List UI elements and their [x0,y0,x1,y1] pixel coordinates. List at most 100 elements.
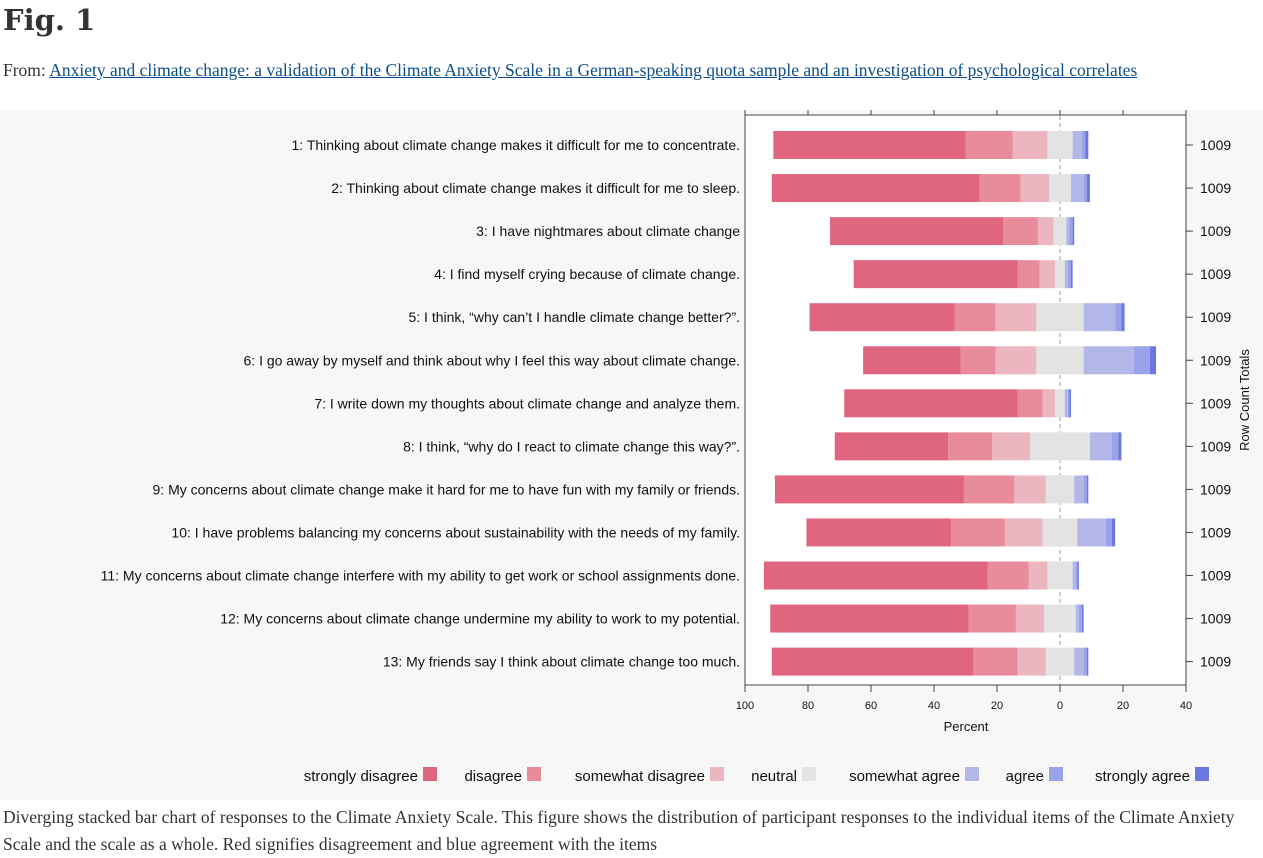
bar-strongly-agree-item-10 [1111,518,1116,547]
item-label-5: 5: I think, “why can’t I handle climate … [408,309,740,325]
bar-strongly-disagree-item-13 [771,647,974,676]
bar-neutral-item-13 [1045,647,1075,676]
bar-strongly-disagree-item-3 [830,217,1004,246]
item-label-12: 12: My concerns about climate change und… [220,611,740,627]
row-total-13: 1009 [1200,654,1231,670]
bar-somewhat-agree-item-4 [1064,260,1068,289]
legend-swatch-agree [1049,767,1063,781]
item-label-3: 3: I have nightmares about climate chang… [476,223,740,239]
bar-agree-item-12 [1078,604,1083,633]
item-label-13: 13: My friends say I think about climate… [383,654,740,670]
bar-somewhat-agree-item-3 [1066,217,1070,246]
bar-disagree-item-5 [954,303,996,332]
figure-title: Fig. 1 [3,3,96,37]
bar-neutral-item-12 [1044,604,1076,633]
bar-somewhat-agree-item-7 [1064,389,1068,418]
bar-strongly-agree-item-4 [1071,260,1073,289]
bar-strongly-agree-item-11 [1077,561,1079,590]
bar-strongly-agree-item-8 [1118,432,1122,461]
x-axis-label: Percent [944,719,989,734]
bar-neutral-item-2 [1048,174,1072,203]
legend-swatch-strongly-agree [1195,767,1209,781]
bar-strongly-agree-item-12 [1082,604,1084,633]
bar-agree-item-10 [1105,518,1112,547]
from-prefix: From: [3,60,50,80]
legend-label-disagree: disagree [464,768,522,785]
legend-label-somewhat-agree: somewhat agree [849,768,960,785]
bar-neutral-item-9 [1045,475,1075,504]
bar-somewhat-disagree-item-3 [1037,217,1054,246]
bar-somewhat-disagree-item-7 [1042,389,1056,418]
bar-somewhat-disagree-item-12 [1015,604,1045,633]
chart-area: 1: Thinking about climate change makes i… [0,110,1263,800]
row-total-1: 1009 [1200,137,1231,153]
bar-neutral-item-11 [1047,561,1073,590]
bar-strongly-agree-item-7 [1069,389,1072,418]
bar-agree-item-13 [1083,647,1087,676]
bar-strongly-agree-item-13 [1086,647,1089,676]
bar-disagree-item-7 [1017,389,1043,418]
item-label-9: 9: My concerns about climate change make… [153,481,740,497]
bar-agree-item-8 [1111,432,1119,461]
bar-somewhat-disagree-item-13 [1017,647,1046,676]
bar-disagree-item-12 [968,604,1016,633]
bar-disagree-item-3 [1003,217,1038,246]
legend-swatch-somewhat-agree [965,767,979,781]
x-axis: 100 80 60 40 20 0 20 40 [736,110,1192,712]
item-labels: 1: Thinking about climate change makes i… [101,137,741,670]
bar-strongly-disagree-item-6 [863,346,961,375]
bar-somewhat-disagree-item-5 [995,303,1037,332]
bar-agree-item-11 [1075,561,1078,590]
item-label-7: 7: I write down my thoughts about climat… [314,395,740,411]
bar-somewhat-disagree-item-9 [1014,475,1046,504]
row-totals: 1009 1009 1009 1009 1009 1009 1009 1009 1009 1009… [1186,137,1231,670]
legend-label-somewhat-disagree: somewhat disagree [575,768,705,785]
bar-somewhat-agree-item-12 [1075,604,1079,633]
bar-somewhat-agree-item-10 [1077,518,1106,547]
row-total-6: 1009 [1200,352,1231,368]
bar-somewhat-agree-item-9 [1074,475,1084,504]
bar-disagree-item-8 [948,432,993,461]
bar-strongly-disagree-item-1 [773,131,966,159]
article-link[interactable]: Anxiety and climate change: a validation… [49,60,1138,80]
legend-swatch-somewhat-disagree [710,767,724,781]
bar-somewhat-agree-item-8 [1089,432,1112,461]
bar-agree-item-1 [1082,131,1086,159]
bar-agree-item-7 [1067,389,1070,418]
item-label-4: 4: I find myself crying because of clima… [434,266,740,282]
row-total-9: 1009 [1200,481,1231,497]
bar-disagree-item-11 [987,561,1029,590]
legend-label-agree: agree [1006,768,1044,785]
bar-strongly-disagree-item-7 [844,389,1018,418]
bar-disagree-item-6 [960,346,996,375]
bar-somewhat-disagree-item-6 [995,346,1037,375]
bar-somewhat-disagree-item-10 [1004,518,1043,547]
bar-somewhat-disagree-item-2 [1020,174,1049,203]
bar-neutral-item-1 [1047,131,1073,159]
legend-label-neutral: neutral [751,768,797,785]
bar-strongly-disagree-item-2 [771,174,980,203]
bar-agree-item-5 [1115,303,1122,332]
bar-agree-item-2 [1083,174,1087,203]
row-total-2: 1009 [1200,180,1231,196]
item-label-10: 10: I have problems balancing my concern… [171,524,740,540]
bar-strongly-agree-item-5 [1121,303,1125,332]
row-total-3: 1009 [1200,223,1231,239]
bar-neutral-item-6 [1036,346,1084,375]
x-tick-label-1: 80 [802,700,814,712]
bar-somewhat-disagree-item-11 [1028,561,1048,590]
x-tick-label-2: 60 [865,700,877,712]
bar-somewhat-disagree-item-1 [1012,131,1048,159]
x-tick-label-7: 40 [1180,700,1192,712]
bar-disagree-item-10 [951,518,1005,547]
row-total-4: 1009 [1200,266,1231,282]
legend-swatch-neutral [802,767,816,781]
x-tick-label-0: 100 [736,700,754,712]
bar-disagree-item-9 [963,475,1015,504]
bar-somewhat-agree-item-5 [1083,303,1116,332]
item-label-11: 11: My concerns about climate change int… [101,568,740,584]
x-tick-label-5: 0 [1057,700,1063,712]
row-total-11: 1009 [1200,568,1231,584]
bars-layer [763,131,1157,676]
bar-strongly-disagree-item-12 [770,604,969,633]
